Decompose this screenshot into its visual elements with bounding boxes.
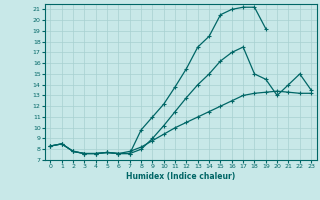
X-axis label: Humidex (Indice chaleur): Humidex (Indice chaleur): [126, 172, 236, 181]
